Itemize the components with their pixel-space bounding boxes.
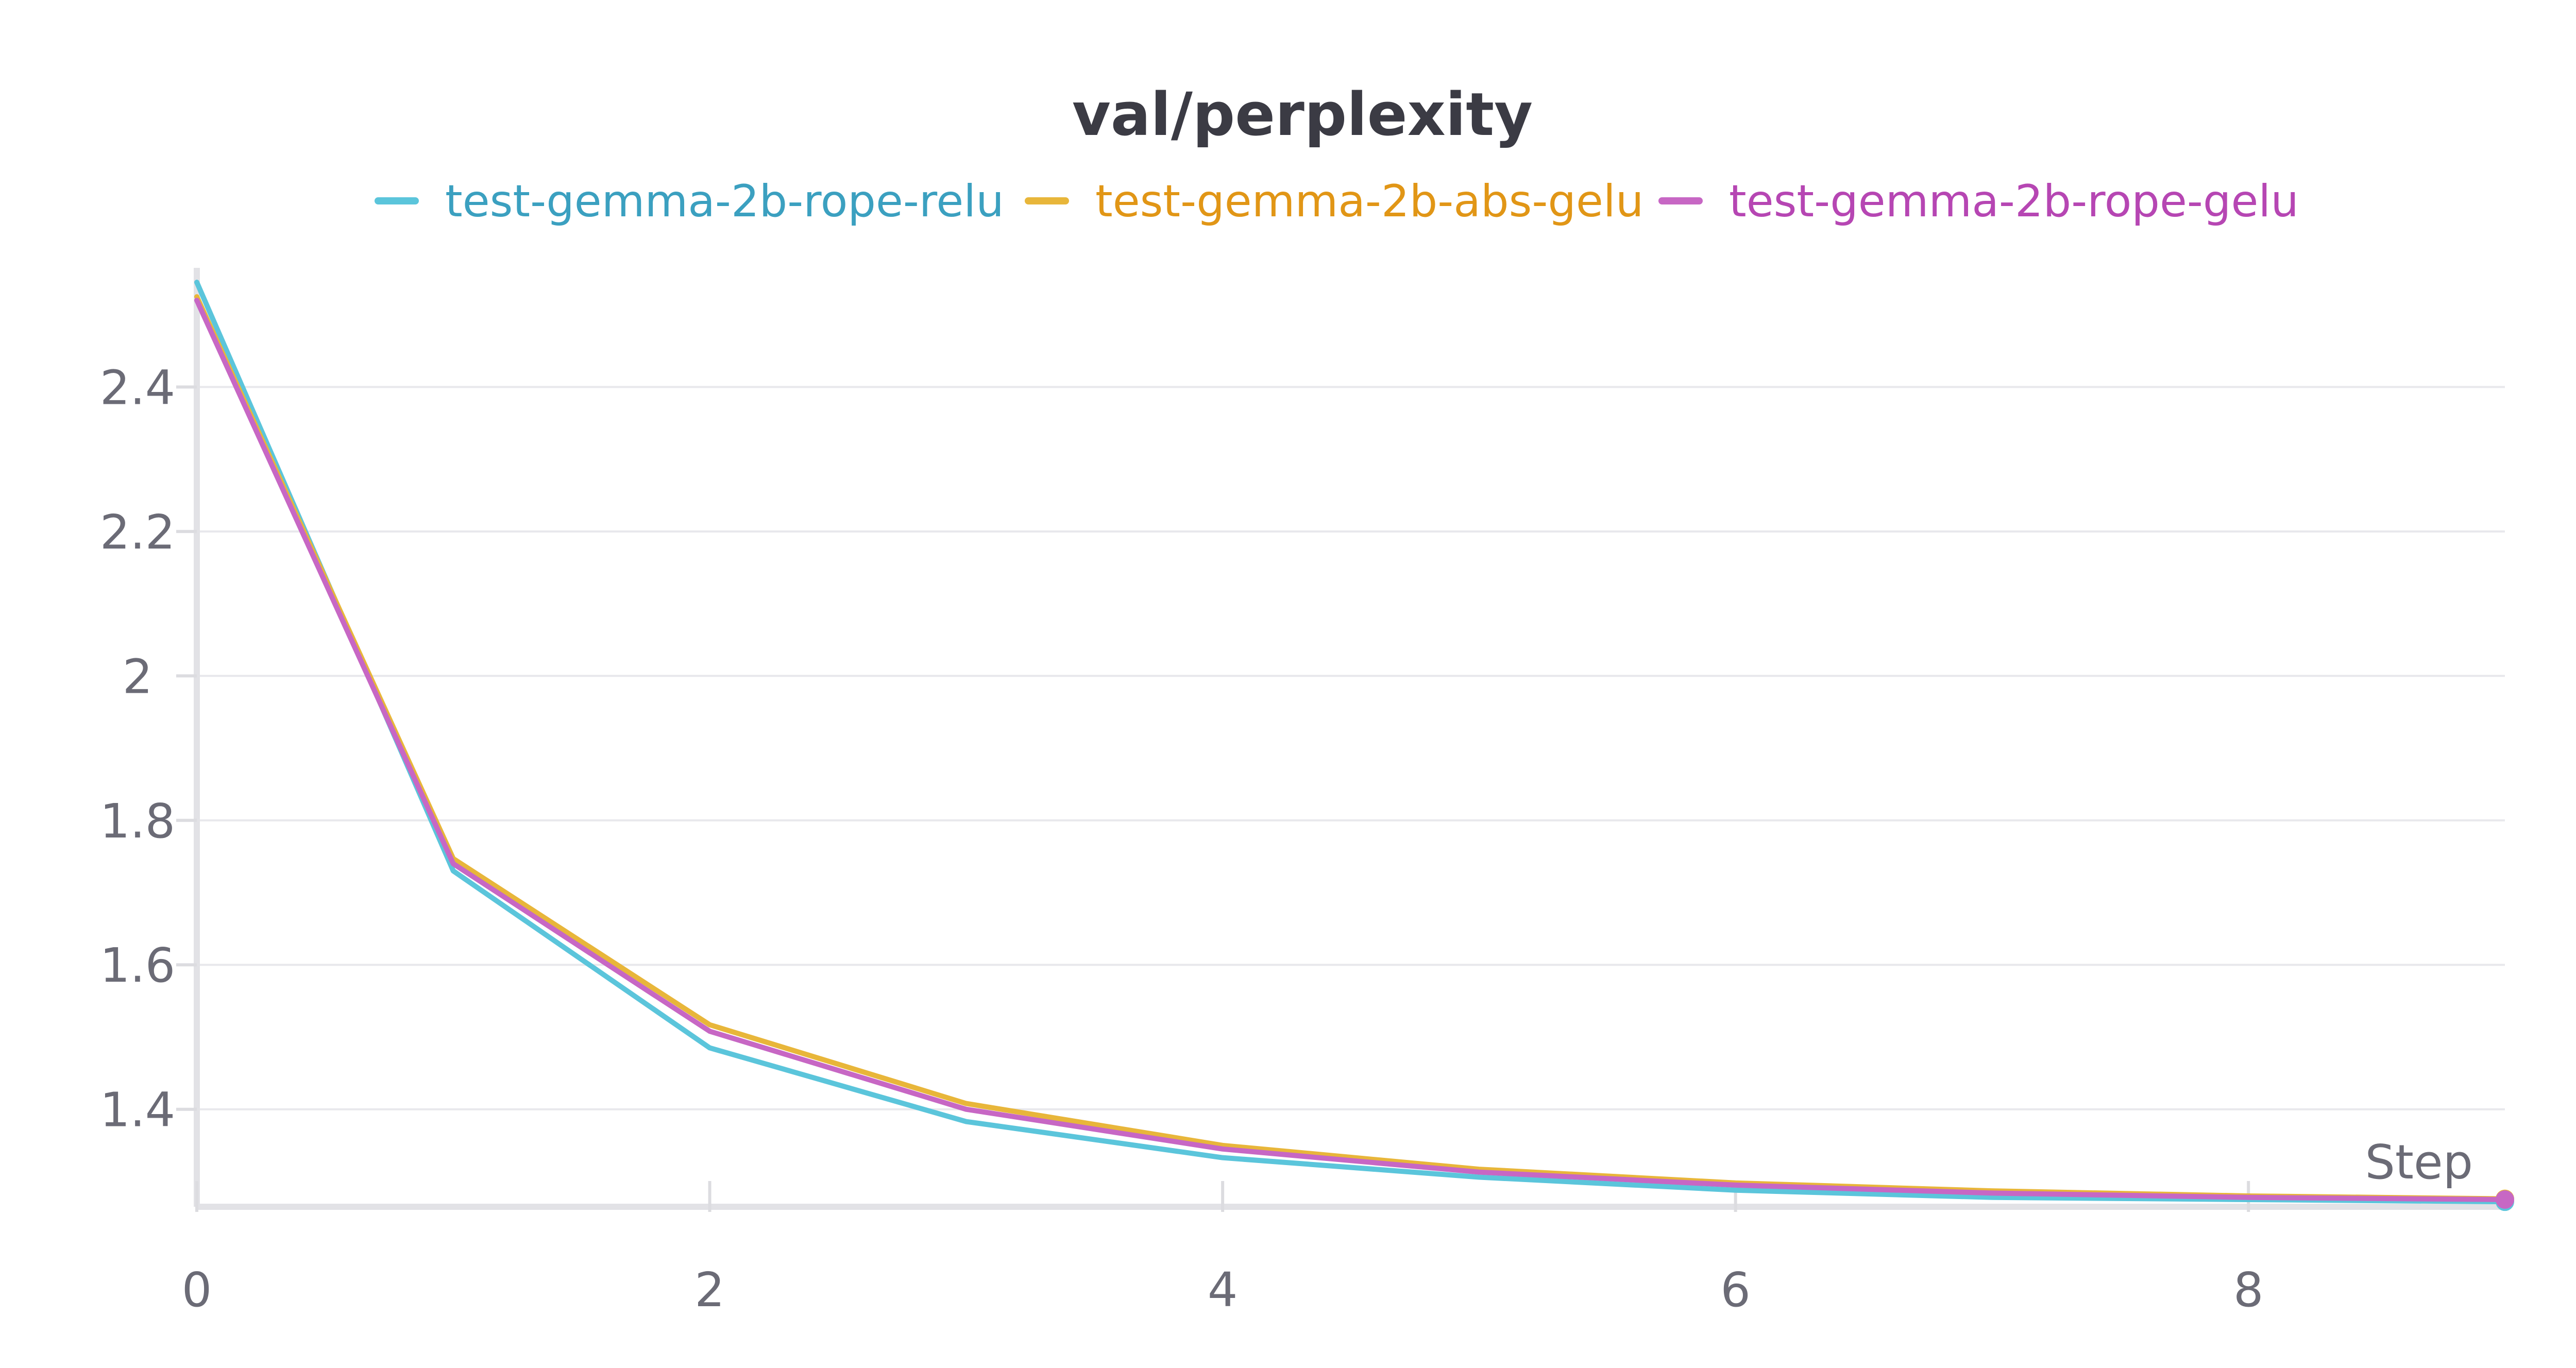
axes <box>194 268 2505 1210</box>
legend-item-2[interactable]: test-gemma-2b-rope-gelu <box>1658 176 2299 227</box>
y-tick-label-4: 2.2 <box>100 505 175 560</box>
y-tick-label-3: 2 <box>123 649 153 704</box>
legend-label-2: test-gemma-2b-rope-gelu <box>1729 176 2299 227</box>
x-tick-label-1: 2 <box>694 1262 725 1318</box>
legend-item-1[interactable]: test-gemma-2b-abs-gelu <box>1025 176 1643 227</box>
x-tick-label-3: 6 <box>1720 1262 1751 1318</box>
x-axis-label: Step <box>2365 1135 2473 1190</box>
y-tick-label-5: 2.4 <box>100 360 175 415</box>
series-line-2[interactable] <box>194 298 2507 1202</box>
legend-label-1: test-gemma-2b-abs-gelu <box>1095 176 1643 227</box>
x-axis-ticks: 0 2 4 6 8 <box>182 1181 2264 1318</box>
y-tick-label-0: 1.4 <box>100 1083 175 1138</box>
series-line-0[interactable] <box>194 280 2507 1205</box>
y-tick-label-1: 1.6 <box>100 938 175 993</box>
y-axis-ticks: 1.4 1.6 1.8 2 2.2 2.4 <box>100 360 197 1138</box>
legend[interactable]: test-gemma-2b-rope-relu test-gemma-2b-abs… <box>375 176 2299 227</box>
legend-label-0: test-gemma-2b-rope-relu <box>445 176 1004 227</box>
legend-item-0[interactable]: test-gemma-2b-rope-relu <box>375 176 1004 227</box>
y-tick-label-2: 1.8 <box>100 794 175 849</box>
x-tick-label-0: 0 <box>182 1262 212 1318</box>
series-lines[interactable] <box>194 280 2514 1211</box>
series-end-point-2[interactable] <box>2496 1190 2514 1209</box>
chart-title: val/perplexity <box>1072 80 1533 149</box>
series-line-1[interactable] <box>194 294 2507 1202</box>
grid-lines <box>197 386 2505 1110</box>
x-tick-label-2: 4 <box>1208 1262 1238 1318</box>
x-tick-label-4: 8 <box>2233 1262 2264 1318</box>
